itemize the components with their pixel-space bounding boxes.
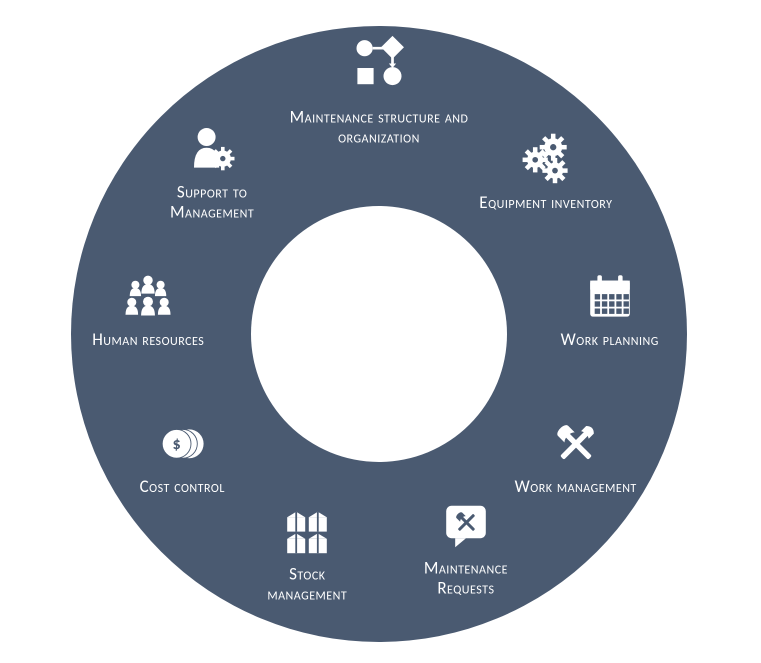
- donut-hole: [251, 206, 507, 462]
